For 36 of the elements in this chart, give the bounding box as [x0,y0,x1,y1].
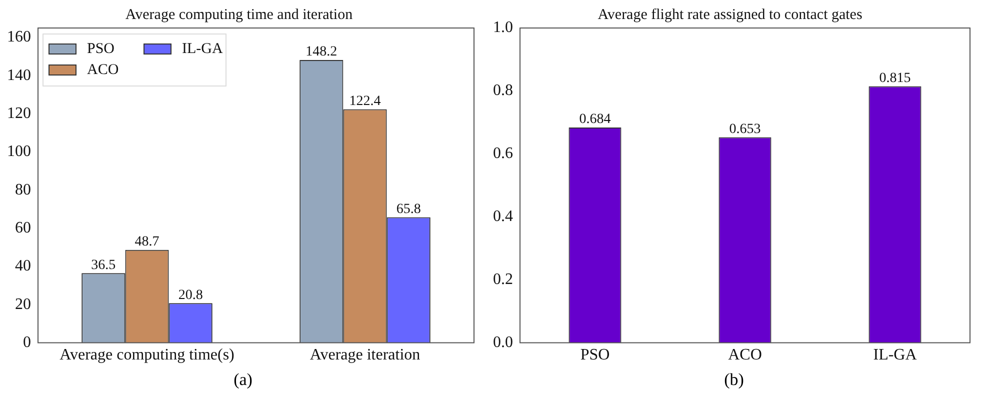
y-tick-label: 1.0 [493,19,513,36]
y-tick-label: 160 [7,28,31,46]
x-tick-label: PSO [580,346,610,364]
chart-title: Average flight rate assigned to contact gates [598,6,862,23]
y-tick-label: 20 [15,296,31,313]
text: (b) [723,370,745,390]
y-tick-label: 0 [23,334,31,352]
data-label: 0.684 [579,112,611,128]
x-tick-label: ACO [728,346,762,364]
legend-label: PSO [87,40,115,57]
x-tick-label: IL-GA [873,346,918,364]
x-tick-label: Average computing time(s) [60,346,234,364]
y-tick-label: 0.0 [493,334,513,352]
y-tick-label: 40 [15,258,31,275]
y-tick-label: 80 [15,181,31,198]
y-tick-label: 0.6 [493,145,513,162]
y-tick-label: 120 [7,105,31,122]
data-label: 20.8 [178,288,203,303]
y-tick-label: 0.8 [493,82,513,100]
legend-label: IL-GA [182,40,223,57]
y-tick-label: 0.2 [493,271,513,288]
y-tick-label: 0.4 [493,208,513,226]
y-tick-label: 60 [15,220,31,237]
chart-title: Average computing time and iteration [125,6,354,23]
data-label: 0.653 [729,122,761,137]
legend-label: ACO [87,62,119,78]
data-label: 48.7 [134,234,160,250]
y-tick-label: 100 [7,143,31,160]
data-label: 36.5 [91,258,116,273]
text: (a) [232,370,254,390]
y-tick-label: 140 [7,66,31,84]
data-label: 122.4 [349,94,381,109]
data-label: 65.8 [396,202,421,217]
data-label: 148.2 [306,44,338,60]
data-label: 0.815 [879,70,911,86]
x-tick-label: Average iteration [310,346,420,364]
